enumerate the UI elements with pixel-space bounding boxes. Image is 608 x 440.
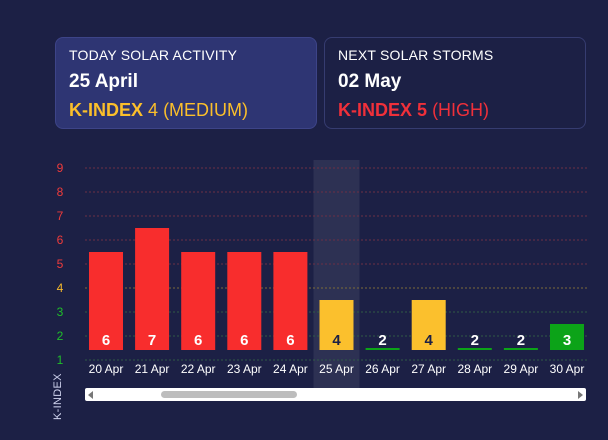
today-kindex: K-INDEX 4 (MEDIUM) (69, 99, 303, 121)
bar-value-label: 3 (563, 332, 571, 349)
bar (550, 324, 584, 350)
next-kindex-value: 5 (417, 100, 428, 120)
x-tick-label: 30 Apr (550, 362, 585, 376)
chart-horizontal-scrollbar[interactable] (85, 388, 586, 401)
bar (503, 348, 538, 350)
today-title: TODAY SOLAR ACTIVITY (69, 47, 238, 63)
bar-value-label: 6 (194, 332, 202, 349)
bar (89, 252, 123, 350)
x-tick-label: 28 Apr (457, 362, 492, 376)
bar (319, 300, 354, 350)
y-tick-label: 6 (57, 233, 64, 247)
bar-value-label: 2 (471, 332, 479, 349)
scrollbar-thumb[interactable] (161, 391, 297, 398)
scroll-left-arrow-icon[interactable] (88, 391, 93, 399)
y-tick-label: 8 (57, 185, 64, 199)
today-kindex-value: 4 (148, 100, 159, 120)
next-storm-card: NEXT SOLAR STORMS 02 May K-INDEX 5 (HIGH… (324, 37, 586, 129)
today-date: 25 April (69, 71, 138, 92)
y-tick-label: 9 (57, 161, 64, 175)
x-tick-label: 26 Apr (365, 362, 400, 376)
next-date: 02 May (338, 71, 402, 92)
y-tick-label: 4 (57, 281, 64, 295)
bar-value-label: 6 (286, 332, 294, 349)
x-tick-label: 24 Apr (273, 362, 308, 376)
today-card: TODAY SOLAR ACTIVITY 25 April K-INDEX 4 … (55, 37, 317, 129)
bar (273, 252, 308, 350)
y-tick-label: 2 (57, 329, 64, 343)
bar (181, 252, 216, 350)
next-kindex: K-INDEX 5 (HIGH) (338, 99, 572, 121)
y-tick-label: 3 (57, 305, 64, 319)
bar-value-label: 2 (517, 332, 525, 349)
highlight-column (313, 160, 360, 388)
x-tick-label: 25 Apr (319, 362, 354, 376)
next-kindex-level: (HIGH) (432, 100, 490, 120)
bar (365, 348, 400, 350)
x-tick-label: 20 Apr (89, 362, 124, 376)
bar-value-label: 7 (148, 332, 156, 349)
bar-value-label: 6 (240, 332, 248, 349)
next-kindex-label: K-INDEX (338, 100, 413, 120)
bar-value-label: 6 (102, 332, 110, 349)
y-tick-label: 1 (57, 353, 64, 367)
bar-value-label: 4 (332, 332, 341, 349)
x-tick-label: 23 Apr (227, 362, 262, 376)
today-kindex-label: K-INDEX (69, 100, 144, 120)
next-title: NEXT SOLAR STORMS (338, 47, 494, 63)
y-tick-label: 7 (57, 209, 64, 223)
scroll-right-arrow-icon[interactable] (578, 391, 583, 399)
bar (135, 228, 170, 350)
y-tick-label: 5 (57, 257, 64, 271)
x-tick-label: 27 Apr (411, 362, 446, 376)
y-axis-label: K-INDEX (52, 373, 64, 420)
bar-value-label: 2 (378, 332, 386, 349)
bar (227, 252, 262, 350)
bar (411, 300, 446, 350)
bar (457, 348, 492, 350)
x-tick-label: 29 Apr (504, 362, 539, 376)
x-tick-label: 21 Apr (135, 362, 170, 376)
x-tick-label: 22 Apr (181, 362, 216, 376)
today-kindex-level: (MEDIUM) (163, 100, 249, 120)
bar-value-label: 4 (425, 332, 434, 349)
